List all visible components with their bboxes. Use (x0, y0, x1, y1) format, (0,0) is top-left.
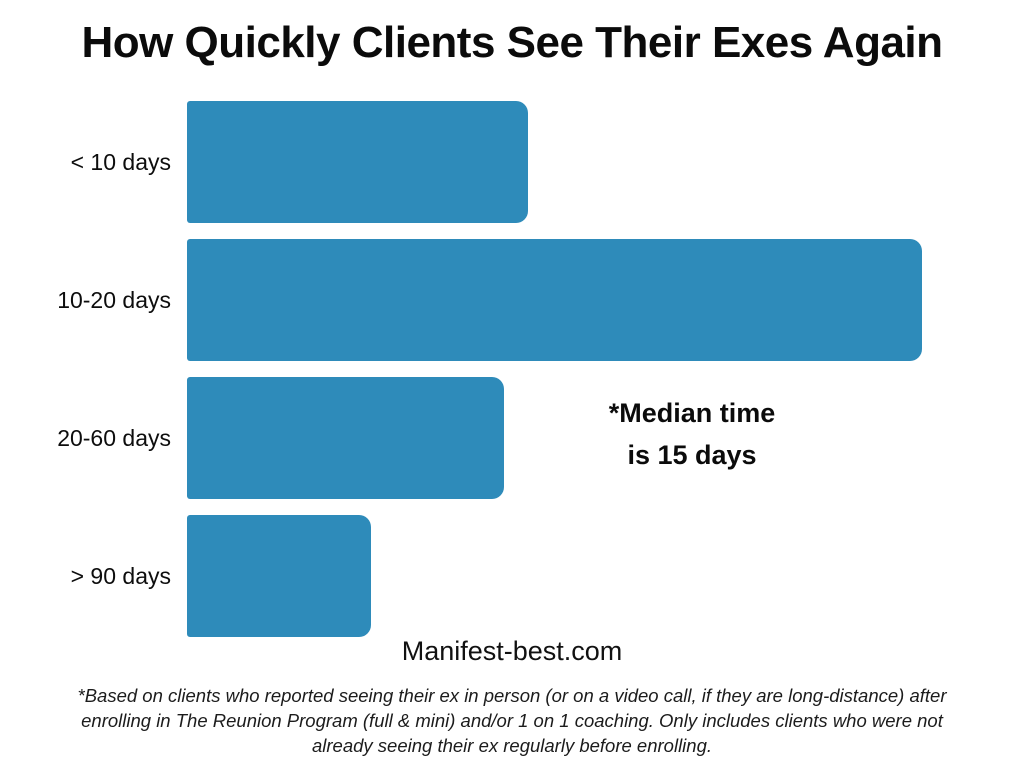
disclaimer-line-1: *Based on clients who reported seeing th… (77, 685, 947, 706)
median-annotation-line1: *Median time (608, 398, 776, 428)
bar-0 (187, 101, 529, 223)
disclaimer-line-3: already seeing their ex regularly before… (311, 735, 713, 756)
category-label-0: < 10 days (70, 148, 171, 175)
bar-2 (187, 377, 504, 499)
bar-chart: < 10 days 10-20 days 20-60 days > 90 days (0, 101, 1024, 637)
website-url: Manifest-best.com (401, 636, 623, 666)
category-label-3: > 90 days (70, 562, 171, 589)
bar-row-0: < 10 days (0, 101, 1024, 223)
chart-title: How Quickly Clients See Their Exes Again (81, 18, 943, 67)
bar-row-2: 20-60 days (0, 377, 1024, 499)
bar-3 (187, 515, 371, 637)
median-annotation-line2: is 15 days (627, 440, 757, 470)
category-label-1: 10-20 days (57, 286, 171, 313)
disclaimer-text: *Based on clients who reported seeing th… (20, 683, 1004, 758)
disclaimer-line-2: enrolling in The Reunion Program (full &… (81, 710, 943, 731)
bar-1 (187, 239, 922, 361)
bar-row-1: 10-20 days (0, 239, 1024, 361)
category-label-2: 20-60 days (57, 424, 171, 451)
bar-row-3: > 90 days (0, 515, 1024, 637)
median-annotation: *Median time is 15 days (552, 392, 832, 476)
